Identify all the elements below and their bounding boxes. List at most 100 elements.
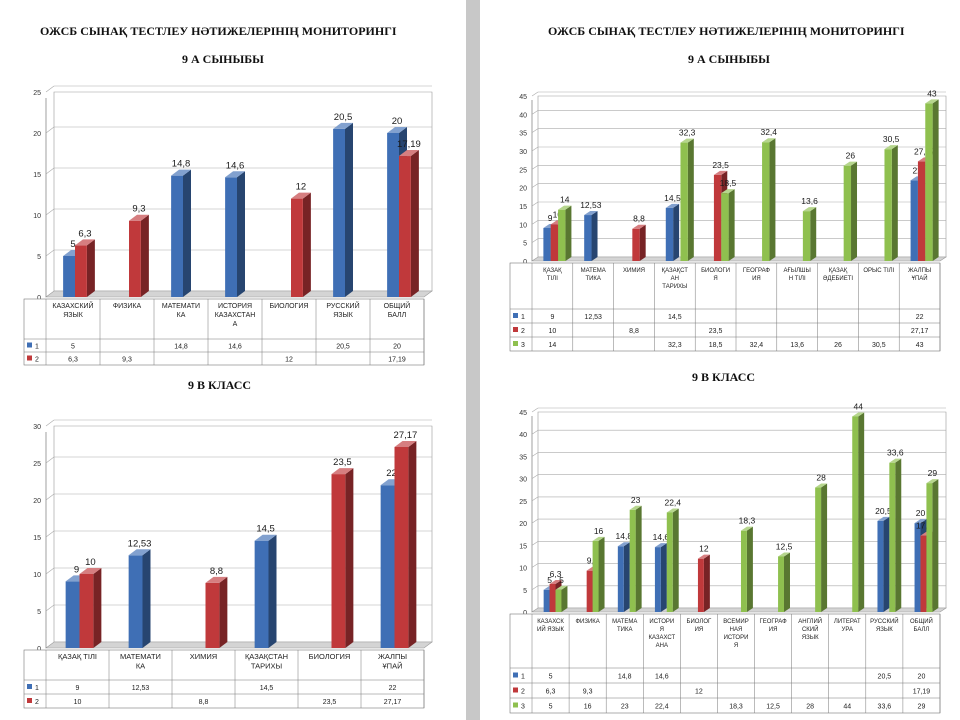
gridline-depth bbox=[45, 456, 55, 464]
category-label: ТИКА bbox=[585, 276, 600, 282]
category-label: ҚАЗАҚ bbox=[829, 268, 848, 274]
data-label: 20,5 bbox=[875, 506, 892, 516]
category-label: Я bbox=[713, 276, 717, 282]
bar-side bbox=[810, 207, 817, 261]
legend-label: 2 bbox=[35, 699, 39, 706]
bar bbox=[387, 133, 399, 297]
y-tick-label: 25 bbox=[519, 499, 527, 506]
bar-top bbox=[713, 170, 728, 175]
bar-top bbox=[926, 479, 939, 484]
category-label: БАЛЛ bbox=[388, 312, 407, 319]
bar bbox=[697, 558, 704, 612]
gridline-depth bbox=[531, 452, 539, 457]
table-cell-value: 43 bbox=[916, 342, 924, 349]
table-cell-value: 44 bbox=[843, 704, 851, 711]
bar-top bbox=[387, 127, 407, 133]
legend-label: 2 bbox=[35, 357, 39, 364]
bar bbox=[920, 535, 927, 612]
bar-side bbox=[687, 138, 694, 261]
bar bbox=[75, 245, 87, 297]
legend-label: 1 bbox=[521, 674, 525, 681]
bar bbox=[713, 174, 722, 261]
category-label: БИОЛОГИЯ bbox=[309, 652, 351, 661]
category-label: ЛИТЕРАТ bbox=[834, 619, 861, 625]
table-cell-value: 9,3 bbox=[122, 357, 132, 364]
category-label: Я bbox=[660, 627, 664, 633]
category-label: МАТЕМА bbox=[581, 268, 606, 274]
bar bbox=[129, 220, 141, 297]
bar-side bbox=[93, 568, 102, 648]
legend-swatch bbox=[513, 687, 518, 693]
category-label: ИЯ bbox=[752, 276, 761, 282]
gridline-depth bbox=[531, 110, 539, 115]
data-label: 6,3 bbox=[550, 569, 562, 579]
table-cell-value: 23,5 bbox=[709, 328, 723, 335]
bar-side bbox=[623, 542, 630, 612]
data-table-frame bbox=[509, 262, 941, 352]
category-label: НАЯ bbox=[730, 627, 743, 633]
category-label: АНА bbox=[656, 643, 668, 649]
data-label: 12,53 bbox=[128, 538, 152, 549]
gridline-depth bbox=[45, 167, 55, 175]
gridline-depth bbox=[531, 201, 539, 207]
category-label: ИЯ bbox=[769, 627, 778, 633]
bar-side bbox=[86, 239, 95, 297]
bar bbox=[254, 540, 269, 648]
bar bbox=[762, 142, 770, 261]
table-cell-value: 26 bbox=[834, 342, 842, 349]
data-label: 32,3 bbox=[679, 128, 696, 138]
legend-swatch bbox=[27, 684, 32, 689]
gridline-depth bbox=[45, 567, 55, 575]
legend-label: 3 bbox=[521, 342, 525, 349]
bar-top bbox=[889, 458, 902, 463]
table-cell-value: 22 bbox=[389, 685, 397, 692]
bar-side bbox=[746, 526, 753, 612]
bar-side bbox=[635, 505, 642, 612]
bar bbox=[65, 581, 80, 648]
category-label: БИОЛОГ bbox=[687, 619, 712, 625]
data-label: 13,6 bbox=[801, 196, 818, 206]
y-tick-label: 15 bbox=[519, 543, 527, 550]
category-label: ЖАЛПЫ bbox=[908, 268, 931, 274]
data-label: 18,5 bbox=[720, 178, 737, 188]
gridline-depth bbox=[45, 419, 55, 427]
bar bbox=[843, 165, 852, 261]
table-cell-value: 20 bbox=[918, 674, 926, 681]
data-table-frame bbox=[23, 298, 425, 366]
bar bbox=[914, 523, 921, 612]
bar-side bbox=[345, 468, 354, 648]
bar bbox=[586, 570, 593, 612]
data-label: 5 bbox=[70, 239, 75, 250]
bar-top bbox=[843, 161, 858, 166]
bar-top bbox=[399, 150, 419, 157]
table-cell-value: 32,3 bbox=[668, 342, 682, 349]
legend-swatch bbox=[513, 672, 518, 678]
data-table-frame bbox=[509, 613, 941, 714]
data-label: 12 bbox=[296, 182, 307, 193]
bar-side bbox=[728, 189, 735, 261]
data-label: 17,19 bbox=[397, 139, 421, 150]
bar-side bbox=[561, 585, 568, 612]
data-label: 10 bbox=[85, 557, 96, 568]
plot-back-wall bbox=[53, 425, 433, 643]
left-section-title-9a: 9 А СЫНЫБЫ bbox=[182, 52, 264, 66]
bar-side bbox=[672, 508, 679, 612]
plot-floor bbox=[45, 641, 433, 649]
data-label: 14 bbox=[560, 195, 570, 205]
category-label: ВСЕМИР bbox=[723, 619, 748, 625]
legend-label: 1 bbox=[35, 685, 39, 692]
bar-top bbox=[171, 169, 191, 176]
data-label: 22 bbox=[913, 165, 923, 175]
y-tick-label: 15 bbox=[519, 204, 527, 211]
category-label: ОБЩИЙ bbox=[910, 617, 933, 625]
bar-side bbox=[410, 150, 419, 297]
gridline-depth bbox=[45, 493, 55, 501]
table-cell-value: 20,5 bbox=[336, 344, 350, 351]
legend-swatch bbox=[513, 313, 518, 318]
gridline-depth bbox=[531, 220, 539, 225]
category-label: КАЗАХСТАН bbox=[215, 312, 256, 319]
y-tick-label: 30 bbox=[519, 149, 527, 156]
table-cell-value: 29 bbox=[918, 704, 926, 711]
category-label: РУССКИЙ bbox=[870, 617, 898, 625]
bar-top bbox=[914, 519, 927, 524]
